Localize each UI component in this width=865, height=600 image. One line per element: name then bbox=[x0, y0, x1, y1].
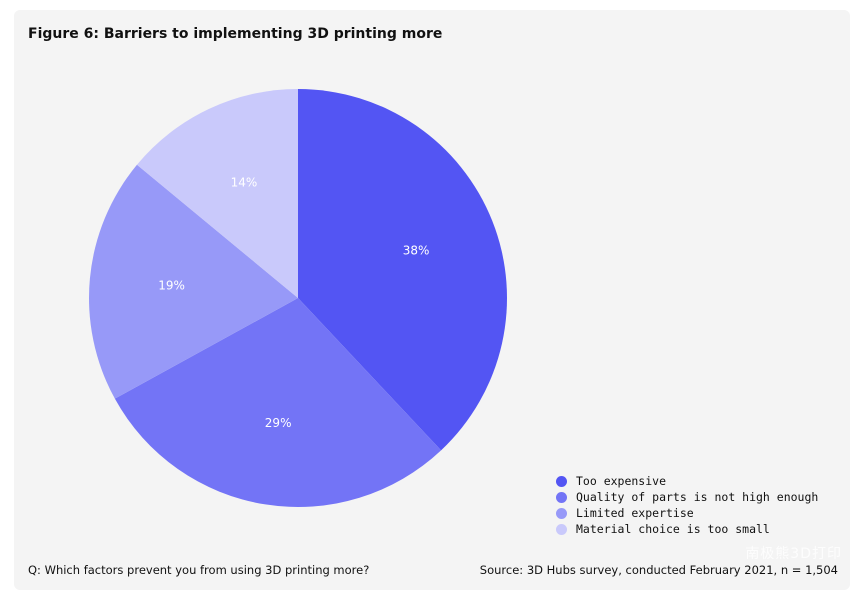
pie-labels: 38% 29% 19% 14% bbox=[158, 176, 429, 430]
slice-percent-label: 38% bbox=[403, 244, 430, 258]
pie-slice bbox=[298, 89, 507, 451]
chart-title: Figure 6: Barriers to implementing 3D pr… bbox=[28, 26, 443, 42]
legend-item: Quality of parts is not high enough bbox=[556, 489, 818, 505]
legend-label: Material choice is too small bbox=[576, 522, 770, 536]
chart-legend: Too expensive Quality of parts is not hi… bbox=[556, 473, 818, 537]
legend-swatch bbox=[556, 475, 567, 487]
legend-label: Too expensive bbox=[576, 474, 667, 488]
legend-item: Limited expertise bbox=[556, 505, 818, 521]
pie-slices bbox=[89, 89, 507, 507]
legend-item: Material choice is too small bbox=[556, 521, 818, 537]
slice-percent-label: 19% bbox=[158, 279, 185, 293]
slice-percent-label: 29% bbox=[265, 416, 292, 430]
chart-card: Figure 6: Barriers to implementing 3D pr… bbox=[14, 10, 850, 590]
source-note: Source: 3D Hubs survey, conducted Februa… bbox=[479, 563, 838, 577]
legend-swatch bbox=[556, 491, 567, 503]
pie-chart: 38% 29% 19% 14% bbox=[89, 89, 507, 507]
slice-percent-label: 14% bbox=[231, 176, 258, 190]
watermark-text: 南极熊3D打印 bbox=[745, 546, 842, 562]
legend-swatch bbox=[556, 523, 567, 535]
legend-item: Too expensive bbox=[556, 473, 818, 489]
survey-question: Q: Which factors prevent you from using … bbox=[28, 563, 370, 577]
pie-slice bbox=[136, 89, 298, 298]
pie-slice bbox=[89, 164, 298, 399]
legend-label: Limited expertise bbox=[576, 506, 694, 520]
pie-slice bbox=[114, 298, 442, 507]
legend-swatch bbox=[556, 507, 567, 519]
legend-label: Quality of parts is not high enough bbox=[576, 490, 819, 504]
